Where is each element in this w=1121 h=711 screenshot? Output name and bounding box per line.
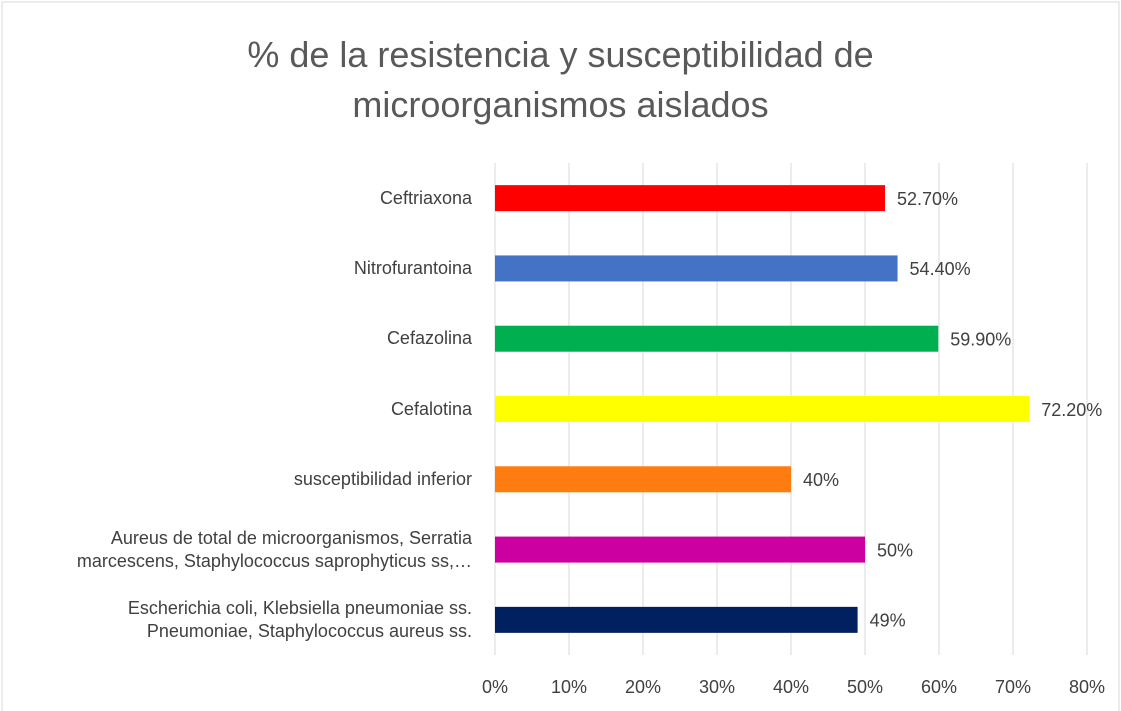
x-tick-label: 10% xyxy=(551,677,587,697)
value-label: 49% xyxy=(870,611,906,631)
x-tick-label: 80% xyxy=(1069,677,1105,697)
bar xyxy=(495,606,858,633)
value-label: 54.40% xyxy=(910,259,971,279)
x-tick-label: 40% xyxy=(773,677,809,697)
bar xyxy=(495,466,791,493)
bar xyxy=(495,325,939,352)
y-tick-label: Cefalotina xyxy=(390,398,472,419)
x-tick-label: 70% xyxy=(995,677,1031,697)
bar xyxy=(495,185,885,212)
x-tick-label: 60% xyxy=(921,677,957,697)
y-tick-label: susceptibilidad inferior xyxy=(293,468,472,489)
y-tick-label: Nitrofurantoina xyxy=(353,257,472,278)
bar xyxy=(495,255,898,282)
value-label: 59.90% xyxy=(950,329,1011,349)
value-label: 72.20% xyxy=(1041,400,1102,420)
y-tick-label: Aureus de total de microorganismos, Serr… xyxy=(76,527,472,571)
y-tick-label: Escherichia coli, Klebsiella pneumoniae … xyxy=(127,597,472,641)
y-tick-label: Ceftriaxona xyxy=(379,187,472,208)
value-label: 52.70% xyxy=(897,189,958,209)
chart-title: % de la resistencia y susceptibilidad de… xyxy=(247,34,874,125)
x-tick-label: 50% xyxy=(847,677,883,697)
bar xyxy=(495,396,1030,422)
x-tick-label: 30% xyxy=(699,677,735,697)
y-tick-label: Cefazolina xyxy=(386,328,472,349)
x-tick-label: 0% xyxy=(482,677,508,697)
value-label: 40% xyxy=(803,470,839,490)
value-label: 50% xyxy=(877,540,913,560)
x-tick-label: 20% xyxy=(625,677,661,697)
bar xyxy=(495,536,865,563)
